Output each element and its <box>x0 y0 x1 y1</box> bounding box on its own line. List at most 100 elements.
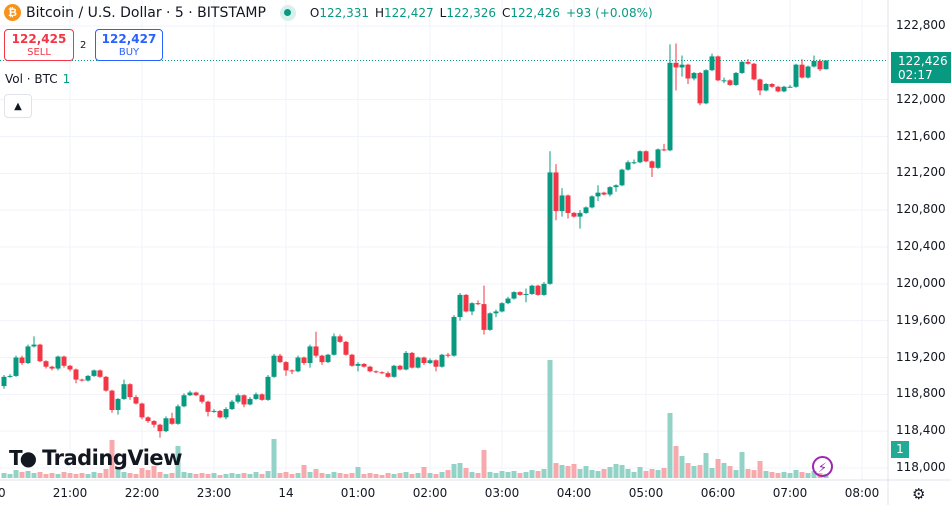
low-label: L <box>439 5 447 20</box>
candle-body <box>451 316 457 356</box>
volume-bar <box>397 473 403 478</box>
time-tick-label: 14 <box>278 486 294 500</box>
candle-body <box>571 212 577 217</box>
candle-body <box>463 294 469 312</box>
candle-body <box>73 369 79 380</box>
high-label: H <box>375 5 385 20</box>
volume-bar <box>643 471 649 478</box>
volume-bar <box>529 470 535 478</box>
candle-body <box>403 352 409 370</box>
volume-bar <box>109 440 115 478</box>
volume-bar <box>193 474 199 478</box>
volume-bar <box>43 474 49 478</box>
candle-body <box>757 79 763 91</box>
candle-body <box>1 376 7 387</box>
volume-bar <box>505 472 511 478</box>
volume-bar <box>721 463 727 478</box>
volume-bar <box>19 472 25 478</box>
price-tick-label: 122,800 <box>896 18 946 32</box>
change-value: +93 (+0.08%) <box>565 5 653 20</box>
tradingview-logo[interactable]: T● TradingView <box>9 446 183 470</box>
candle-body <box>589 196 595 208</box>
candle-body <box>631 162 637 164</box>
collapse-legend-button[interactable]: ▲ <box>4 94 32 118</box>
volume-bar <box>151 466 157 478</box>
candle-body <box>391 365 397 377</box>
volume-bar <box>37 472 43 478</box>
spread-value: 2 <box>80 40 87 51</box>
volume-bar <box>523 472 529 478</box>
candle-body <box>475 303 481 305</box>
volume-bar <box>697 465 703 478</box>
candle-body <box>145 417 151 422</box>
volume-bar <box>235 474 241 478</box>
volume-bar <box>499 471 505 478</box>
volume-bar <box>685 463 691 478</box>
candle-body <box>559 195 565 212</box>
volume-bar <box>247 474 253 478</box>
volume-bar <box>61 472 67 478</box>
candle-body <box>607 187 613 195</box>
symbol-header: ₿ Bitcoin / U.S. Dollar · 5 · BITSTAMP O… <box>4 4 653 21</box>
chevron-up-icon: ▲ <box>14 100 22 112</box>
candle-body <box>13 357 19 376</box>
candle-body <box>739 61 745 73</box>
volume-bar <box>487 472 493 478</box>
lightning-icon[interactable]: ⚡ <box>812 456 833 477</box>
volume-bar <box>655 470 661 478</box>
candle-body <box>313 346 319 356</box>
candle-body <box>151 421 157 425</box>
volume-bar <box>169 473 175 478</box>
time-tick-label: 05:00 <box>628 486 664 500</box>
volume-bar <box>679 456 685 478</box>
candle-body <box>91 370 97 376</box>
volume-legend[interactable]: Vol · BTC 1 <box>5 72 70 86</box>
close-value: 122,426 <box>510 5 560 20</box>
volume-bar <box>619 465 625 478</box>
volume-bar <box>367 473 373 478</box>
time-tick-label: 06:00 <box>700 486 736 500</box>
candle-body <box>253 394 259 399</box>
candle-body <box>193 392 199 396</box>
candle-body <box>337 336 343 342</box>
buy-button[interactable]: 122,427 BUY <box>95 29 163 61</box>
market-open-status-icon[interactable] <box>279 4 296 21</box>
volume-bar <box>559 465 565 478</box>
candle-body <box>421 357 427 364</box>
volume-bar <box>403 472 409 478</box>
volume-bar <box>121 472 127 478</box>
volume-bar <box>139 468 145 478</box>
volume-bar <box>745 469 751 478</box>
candle-body <box>205 401 211 412</box>
candle-body <box>715 56 721 81</box>
candle-body <box>85 375 91 381</box>
candle-body <box>655 149 661 168</box>
candle-body <box>427 360 433 364</box>
buy-price: 122,427 <box>101 32 157 46</box>
candle-body <box>595 192 601 197</box>
price-tick-label: 120,400 <box>896 239 946 253</box>
candle-body <box>355 363 361 366</box>
volume-bar <box>313 469 319 478</box>
volume-bar <box>91 472 97 478</box>
candle-body <box>247 398 253 405</box>
volume-bar <box>163 474 169 478</box>
gear-icon[interactable]: ⚙ <box>912 485 926 503</box>
candle-body <box>331 336 337 355</box>
volume-bar <box>595 471 601 478</box>
volume-bar <box>625 469 631 478</box>
candle-body <box>307 346 313 364</box>
sell-button[interactable]: 122,425 SELL <box>4 29 74 61</box>
volume-bar <box>583 466 589 478</box>
volume-bar <box>781 472 787 478</box>
bitcoin-logo-icon: ₿ <box>4 4 21 21</box>
candle-body <box>481 304 487 330</box>
candle-body <box>319 355 325 363</box>
volume-bar <box>739 452 745 478</box>
symbol-title[interactable]: Bitcoin / U.S. Dollar · 5 · BITSTAMP <box>26 4 266 21</box>
price-tick-label: 118,000 <box>896 460 946 474</box>
volume-bar <box>337 473 343 478</box>
candle-body <box>109 390 115 410</box>
candle-body <box>709 56 715 71</box>
